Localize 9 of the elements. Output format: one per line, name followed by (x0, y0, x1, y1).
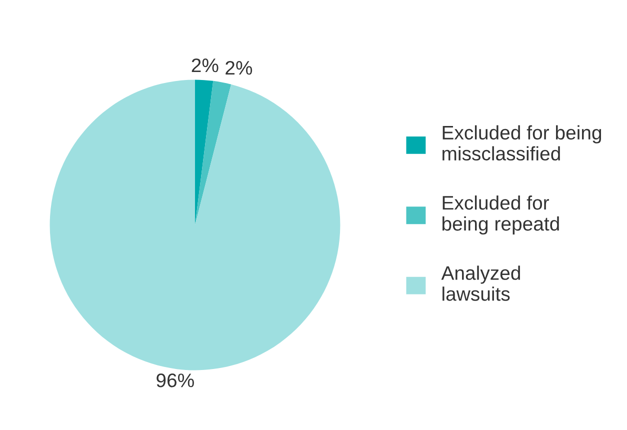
pie-slice (195, 80, 232, 225)
pie-slice (50, 80, 340, 370)
pie-slice (195, 80, 214, 225)
legend-label: Analyzed lawsuits (441, 266, 520, 301)
data-label: 96% (156, 373, 194, 388)
data-label: 2% (192, 58, 218, 72)
legend-label: Excluded for being repeatd (442, 195, 559, 235)
data-label: 2% (226, 60, 252, 75)
legend-label: Excluded for being missclassified (442, 125, 602, 161)
